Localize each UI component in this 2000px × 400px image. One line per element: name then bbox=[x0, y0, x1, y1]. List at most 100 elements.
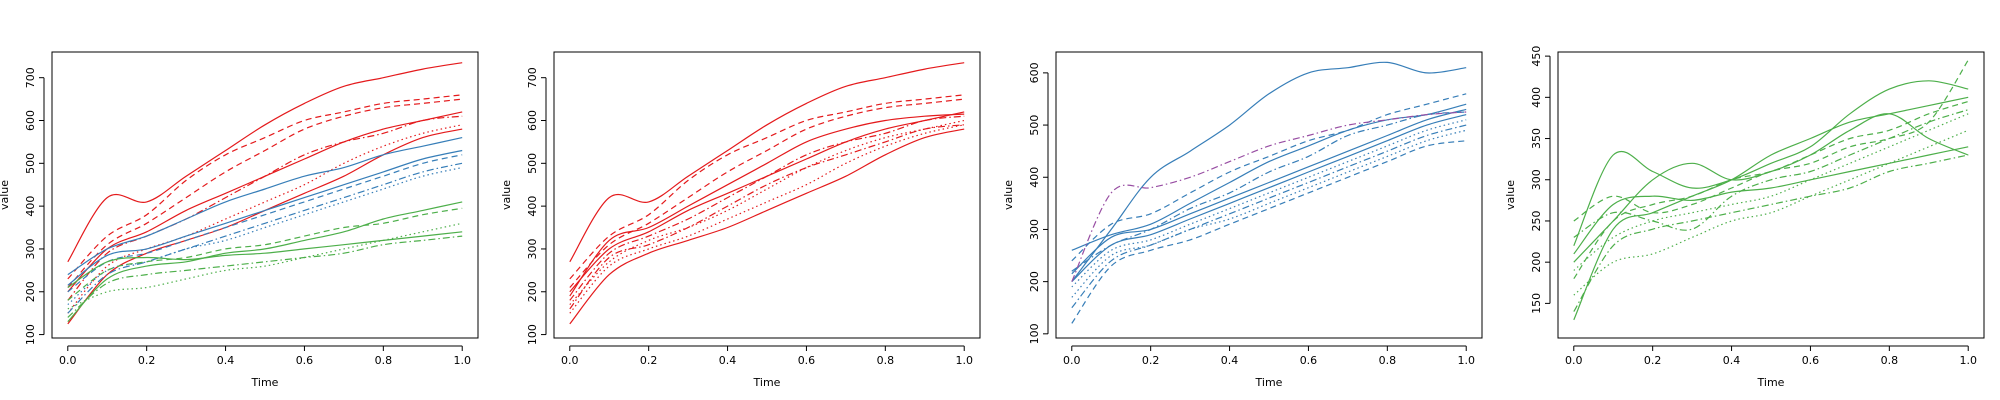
x-tick-label: 0.2 bbox=[1142, 354, 1160, 367]
series-line bbox=[1071, 124, 1467, 309]
series-line bbox=[569, 115, 965, 301]
series-line bbox=[1573, 100, 1969, 280]
series-line bbox=[1071, 93, 1467, 262]
y-tick-label: 600 bbox=[526, 110, 539, 131]
series-line bbox=[67, 154, 463, 293]
plot-frame bbox=[1557, 51, 1985, 339]
series-line bbox=[569, 119, 965, 306]
series-line bbox=[569, 128, 965, 325]
x-tick-label: 0.2 bbox=[138, 354, 156, 367]
y-tick-label: 600 bbox=[24, 110, 37, 131]
y-tick-label: 700 bbox=[526, 67, 539, 88]
chart-panel-2: 0.0 0.2 0.4 0.6 0.8 1.0 100 200 300 400 500 600 700 T… bbox=[500, 51, 981, 389]
series-line bbox=[1573, 109, 1969, 238]
x-tick-label: 0.6 bbox=[798, 354, 816, 367]
x-axis-label: Time bbox=[753, 376, 781, 389]
series-line bbox=[1573, 154, 1969, 312]
x-tick-label: 0.8 bbox=[1379, 354, 1397, 367]
y-tick-label: 300 bbox=[24, 238, 37, 259]
x-axis-label: Time bbox=[1255, 376, 1283, 389]
series-line bbox=[569, 94, 965, 280]
y-tick-label: 150 bbox=[1530, 293, 1543, 314]
x-tick-label: 1.0 bbox=[453, 354, 471, 367]
series-line bbox=[1071, 129, 1467, 298]
y-tick-label: 700 bbox=[24, 67, 37, 88]
chart-panel-1: 0.0 0.2 0.4 0.6 0.8 1.0 100 200 300 400 500 600 700 T… bbox=[0, 51, 479, 389]
plot-frame bbox=[51, 51, 479, 339]
y-axis-label: value bbox=[0, 180, 11, 210]
chart-panel-3: 0.0 0.2 0.4 0.6 0.8 1.0 100 200 300 400 500 600 Time… bbox=[1002, 51, 1483, 389]
series-line bbox=[1071, 103, 1467, 251]
series-line bbox=[1573, 80, 1969, 246]
y-tick-label: 450 bbox=[1530, 46, 1543, 67]
y-tick-label: 100 bbox=[24, 324, 37, 345]
series-line bbox=[1071, 114, 1467, 283]
series-line bbox=[1573, 113, 1969, 263]
x-tick-label: 0.8 bbox=[375, 354, 393, 367]
x-tick-label: 0.8 bbox=[877, 354, 895, 367]
series-line bbox=[67, 222, 463, 310]
y-tick-label: 600 bbox=[1028, 62, 1041, 83]
x-tick-label: 0.8 bbox=[1881, 354, 1899, 367]
y-tick-label: 300 bbox=[1028, 219, 1041, 240]
series-line bbox=[67, 149, 463, 286]
y-axis-label: value bbox=[500, 180, 513, 210]
x-tick-label: 0.4 bbox=[1221, 354, 1239, 367]
plot-frame bbox=[1055, 51, 1483, 339]
y-tick-label: 400 bbox=[24, 196, 37, 217]
x-axis-label: Time bbox=[251, 376, 279, 389]
y-tick-label: 400 bbox=[526, 196, 539, 217]
y-tick-label: 250 bbox=[1530, 210, 1543, 231]
y-tick-label: 200 bbox=[1530, 252, 1543, 273]
y-tick-label: 200 bbox=[526, 281, 539, 302]
y-tick-label: 400 bbox=[1028, 167, 1041, 188]
series-line bbox=[1071, 108, 1467, 275]
series-line bbox=[1071, 111, 1467, 272]
x-tick-label: 0.4 bbox=[217, 354, 235, 367]
x-tick-label: 0.6 bbox=[1802, 354, 1820, 367]
series-line bbox=[67, 128, 463, 325]
series-line bbox=[569, 62, 965, 263]
x-tick-label: 0.2 bbox=[1644, 354, 1662, 367]
series-line bbox=[67, 162, 463, 314]
x-tick-label: 0.0 bbox=[59, 354, 77, 367]
series-line bbox=[569, 124, 965, 310]
y-tick-label: 500 bbox=[526, 153, 539, 174]
x-tick-label: 0.0 bbox=[1565, 354, 1583, 367]
y-tick-label: 400 bbox=[1530, 87, 1543, 108]
x-tick-label: 0.6 bbox=[296, 354, 314, 367]
series-line bbox=[569, 98, 965, 288]
series-line bbox=[67, 115, 463, 301]
y-tick-label: 350 bbox=[1530, 128, 1543, 149]
y-axis-label: value bbox=[1002, 180, 1015, 210]
series-line bbox=[569, 111, 965, 293]
x-tick-label: 0.4 bbox=[1723, 354, 1741, 367]
y-tick-label: 300 bbox=[1530, 169, 1543, 190]
y-tick-label: 100 bbox=[526, 324, 539, 345]
series-line bbox=[67, 167, 463, 306]
series-line bbox=[67, 231, 463, 289]
x-tick-label: 0.6 bbox=[1300, 354, 1318, 367]
series-line bbox=[67, 201, 463, 323]
x-tick-label: 1.0 bbox=[1959, 354, 1977, 367]
plot-frame bbox=[553, 51, 981, 339]
y-tick-label: 300 bbox=[526, 238, 539, 259]
y-tick-label: 200 bbox=[1028, 271, 1041, 292]
series-line bbox=[67, 94, 463, 280]
x-tick-label: 0.4 bbox=[719, 354, 737, 367]
series-line bbox=[67, 137, 463, 276]
y-axis-label: value bbox=[1504, 180, 1517, 210]
series-line bbox=[569, 124, 965, 314]
x-axis-label: Time bbox=[1757, 376, 1785, 389]
series-line bbox=[1071, 61, 1467, 282]
x-tick-label: 0.0 bbox=[561, 354, 579, 367]
x-tick-label: 1.0 bbox=[955, 354, 973, 367]
series-line bbox=[1573, 59, 1969, 222]
y-tick-label: 200 bbox=[24, 281, 37, 302]
series-line bbox=[1573, 113, 1969, 271]
series-line bbox=[1071, 111, 1467, 282]
y-tick-label: 500 bbox=[24, 153, 37, 174]
series-line bbox=[1071, 119, 1467, 288]
y-tick-label: 100 bbox=[1028, 323, 1041, 344]
